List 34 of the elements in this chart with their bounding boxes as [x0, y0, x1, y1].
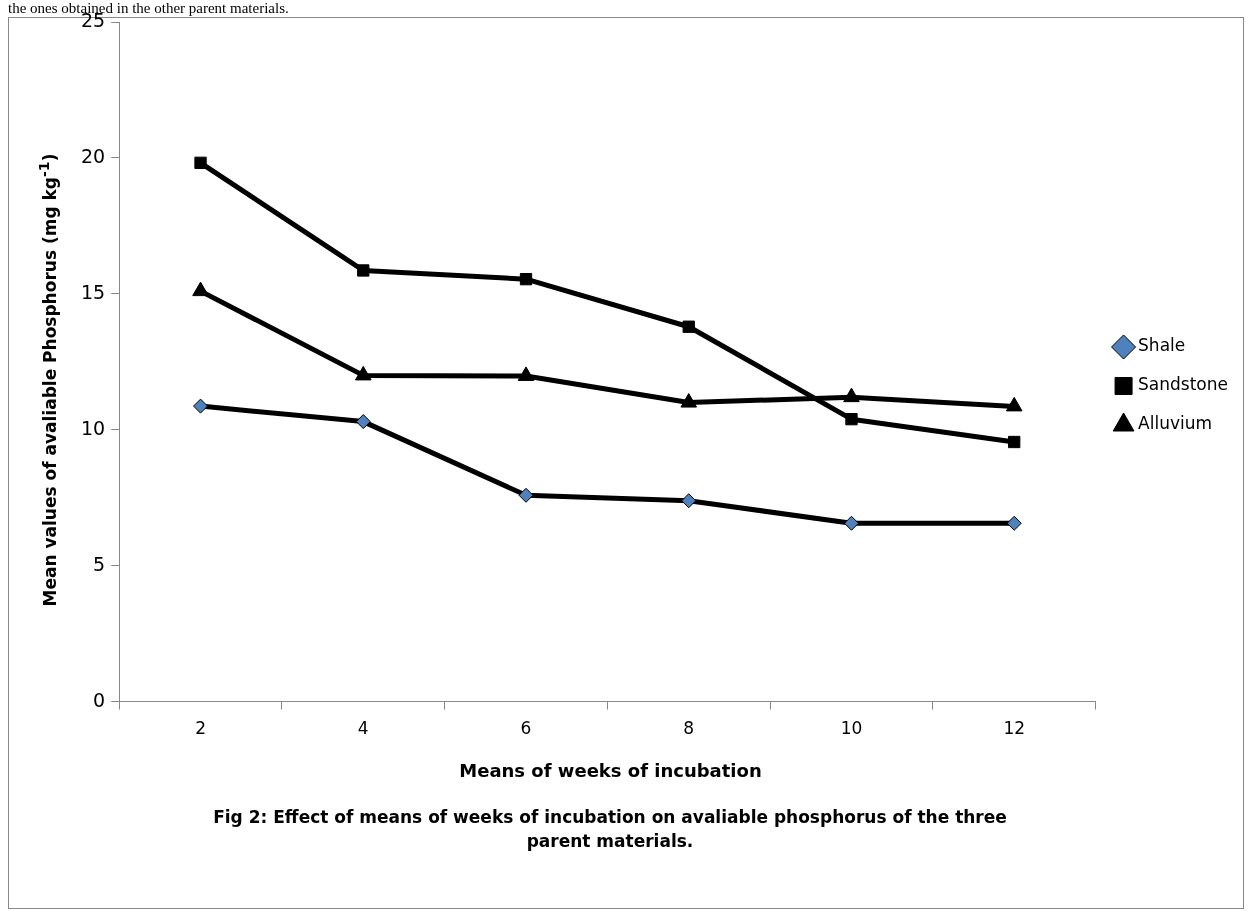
point [517, 366, 535, 381]
legend-label: Alluvium [1138, 413, 1213, 434]
point [1006, 515, 1022, 531]
point [843, 515, 859, 531]
point [357, 264, 370, 277]
point [1005, 396, 1023, 412]
x-tick-label: 2 [195, 718, 206, 739]
x-tick-label: 6 [520, 718, 532, 739]
x-tick-label: 10 [840, 718, 863, 739]
point [1008, 435, 1021, 449]
point [845, 413, 858, 426]
x-axis-title: Means of weeks of incubation [458, 760, 763, 781]
legend-label: Sandstone [1138, 374, 1229, 395]
point [354, 365, 372, 381]
y-tick-label: 15 [80, 280, 106, 303]
y-tick-label: 10 [80, 416, 106, 439]
point [680, 393, 698, 408]
point [681, 493, 697, 509]
x-tick-label: 4 [357, 718, 369, 739]
point [682, 320, 695, 333]
y-tick-label: 5 [93, 552, 106, 575]
y-tick-label: 20 [80, 144, 106, 167]
point [843, 387, 860, 403]
point [355, 414, 371, 430]
point [518, 487, 534, 503]
y-tick-label: 0 [93, 688, 106, 711]
text: Fig 2: Effect of means of weeks of incubation on avaliable phosphorus of the three parent materials. [212, 806, 1008, 853]
legend-label: Shale [1138, 335, 1186, 356]
point [192, 281, 209, 297]
point [519, 273, 533, 286]
point [193, 398, 209, 414]
point [194, 156, 207, 169]
x-tick-label: 8 [683, 718, 695, 739]
x-tick-label: 12 [1003, 718, 1026, 739]
